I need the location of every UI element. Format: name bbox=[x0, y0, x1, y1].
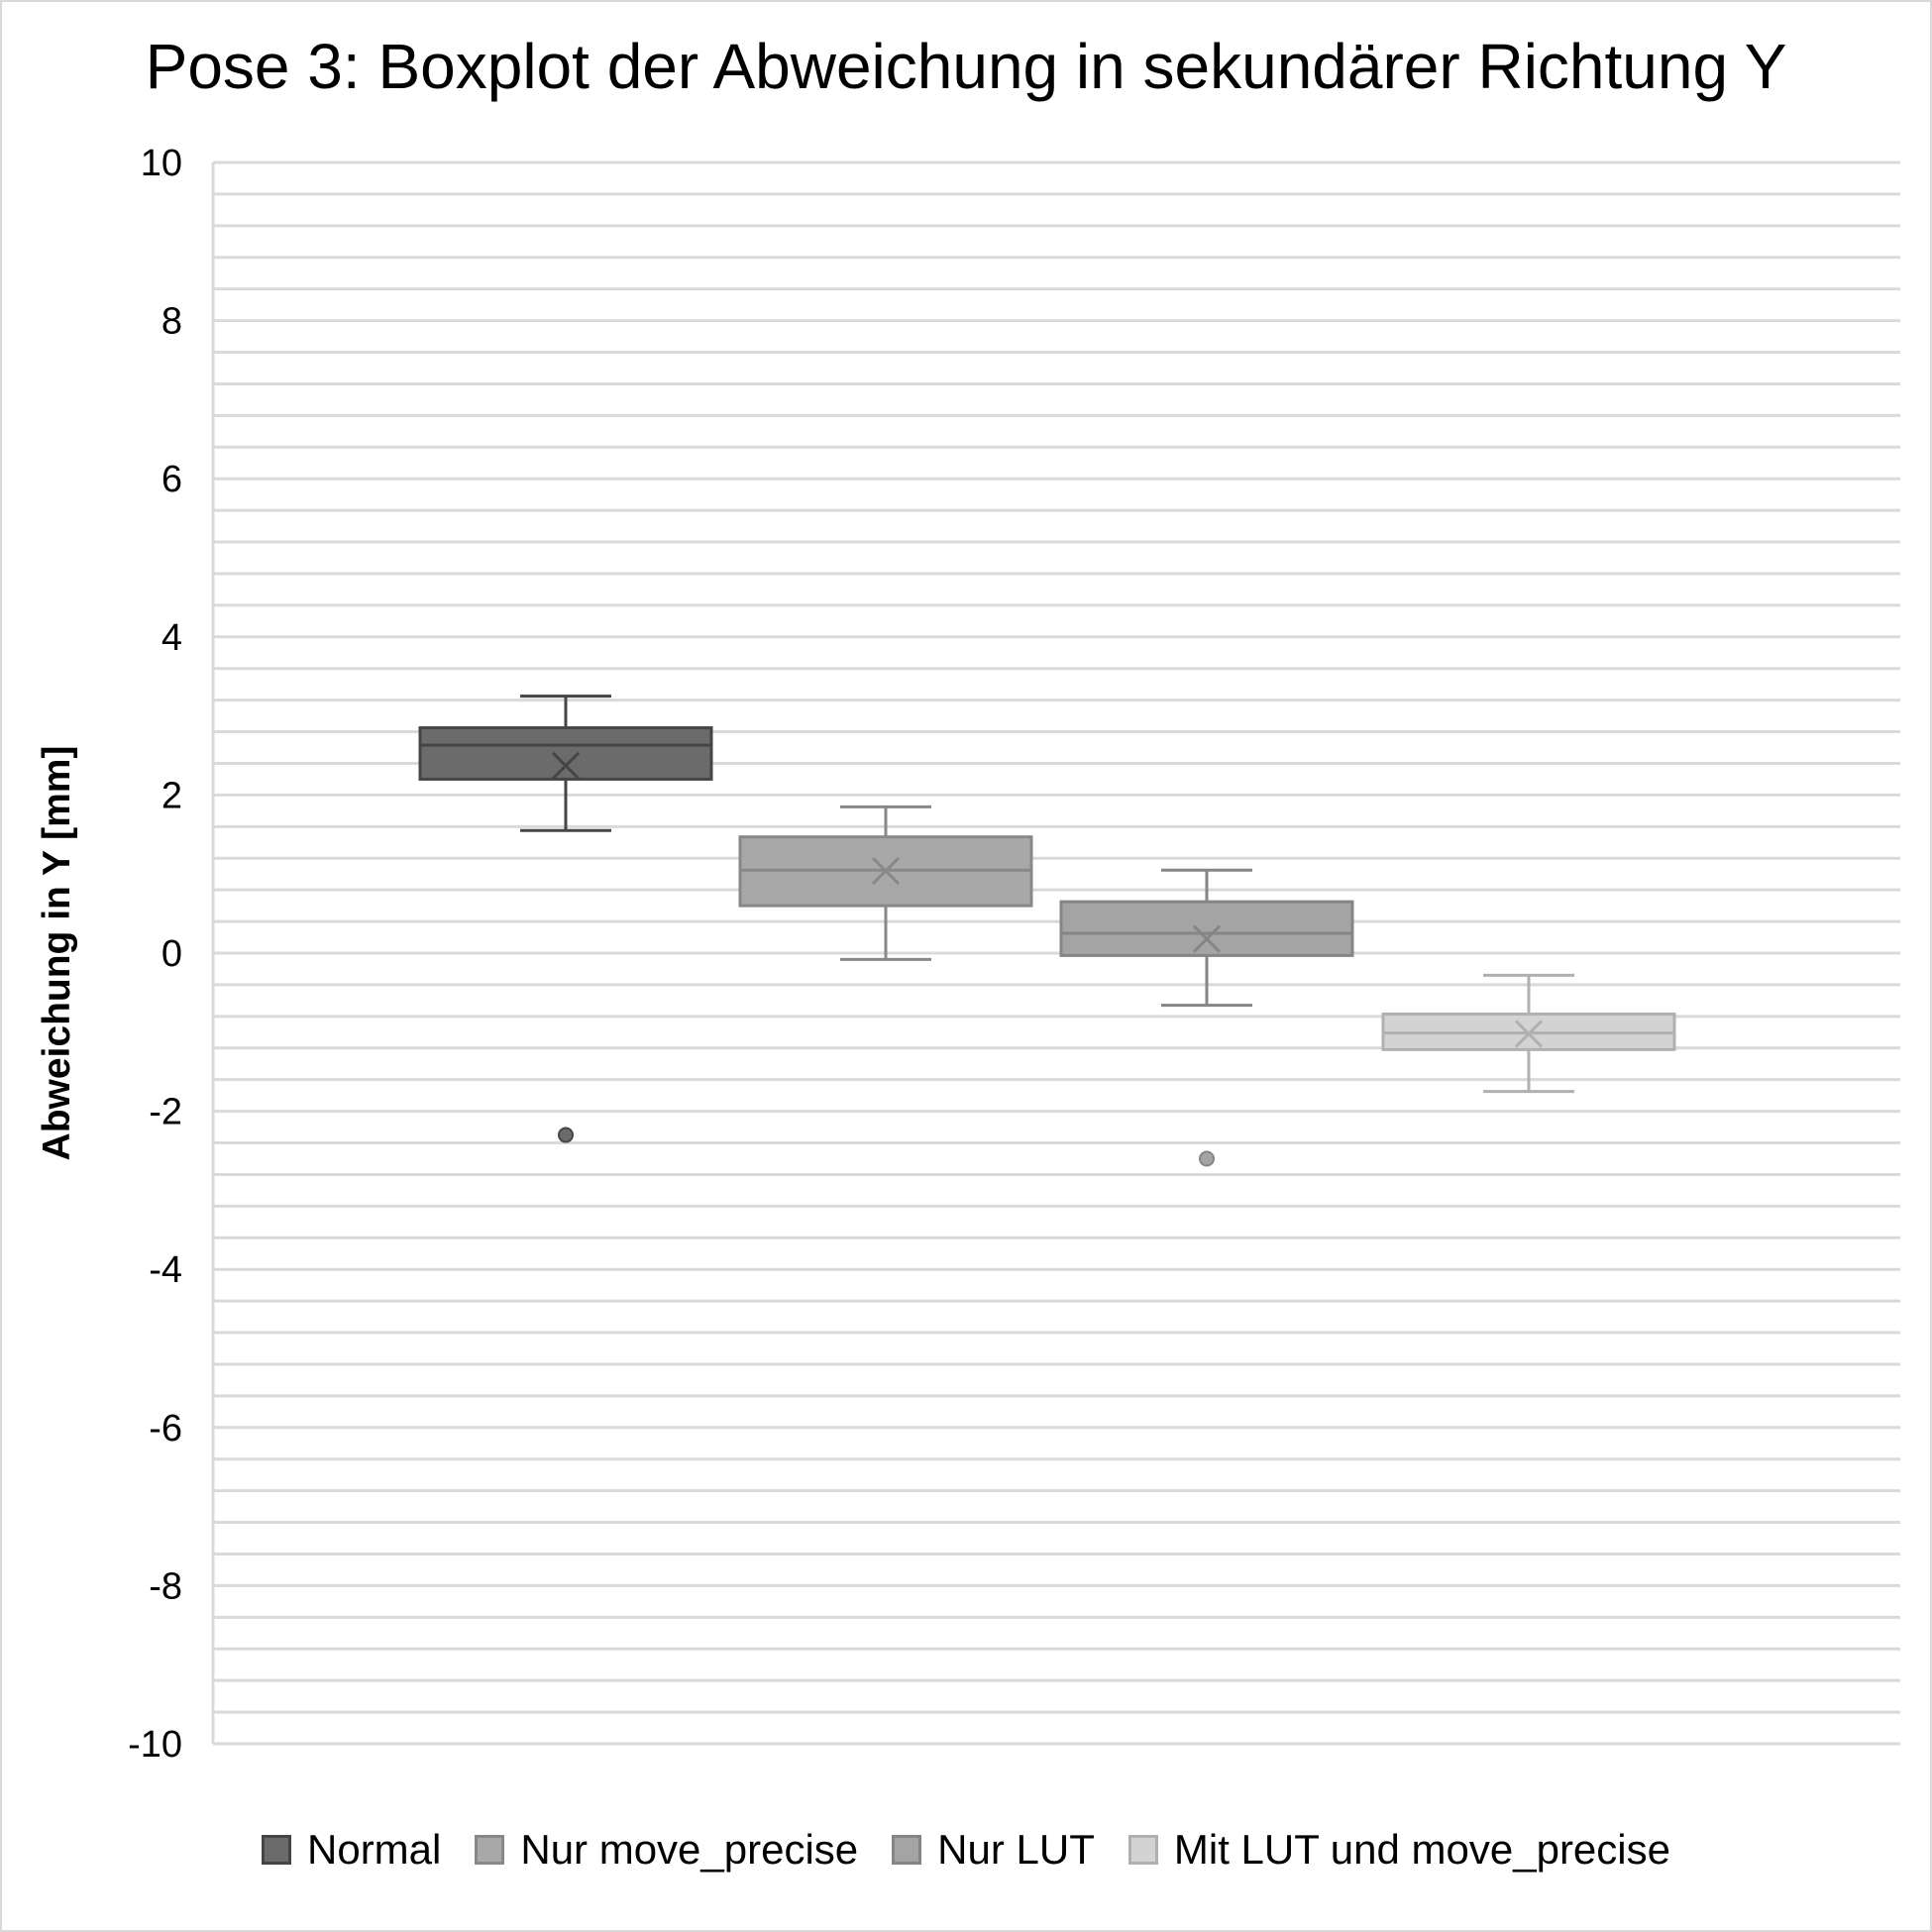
legend-swatch bbox=[262, 1835, 291, 1865]
legend-item: Mit LUT und move_precise bbox=[1127, 1826, 1670, 1874]
box bbox=[418, 726, 713, 781]
mean-marker bbox=[1192, 924, 1222, 953]
box bbox=[1059, 900, 1354, 957]
legend-item: Nur move_precise bbox=[475, 1826, 858, 1874]
mean-marker bbox=[871, 856, 901, 886]
y-tick-label: 4 bbox=[161, 617, 182, 659]
legend: Normal Nur move_precise Nur LUT Mit LUT und… bbox=[0, 1826, 1932, 1874]
y-tick-label: 10 bbox=[141, 143, 182, 184]
legend-label: Nur move_precise bbox=[520, 1826, 859, 1873]
y-tick-label: -6 bbox=[149, 1408, 182, 1449]
legend-swatch bbox=[892, 1835, 922, 1865]
legend-item: Normal bbox=[262, 1826, 441, 1874]
mean-marker bbox=[1514, 1020, 1544, 1048]
legend-label: Mit LUT und move_precise bbox=[1173, 1826, 1670, 1873]
y-tick-label: 0 bbox=[161, 933, 182, 975]
chart-title: Pose 3: Boxplot der Abweichung in sekund… bbox=[145, 31, 1787, 102]
y-tick-label: 8 bbox=[161, 301, 182, 343]
y-tick-label: -2 bbox=[149, 1092, 182, 1133]
legend-swatch bbox=[475, 1835, 505, 1865]
legend-swatch bbox=[1127, 1835, 1158, 1865]
outlier-point bbox=[558, 1127, 574, 1143]
legend-label: Normal bbox=[307, 1826, 442, 1873]
y-tick-label: 2 bbox=[161, 775, 182, 816]
y-tick-label: -8 bbox=[149, 1565, 182, 1607]
legend-item: Nur LUT bbox=[892, 1826, 1095, 1874]
y-tick-label: -4 bbox=[149, 1249, 182, 1291]
mean-marker bbox=[551, 751, 581, 780]
y-tick-label: 6 bbox=[161, 459, 182, 500]
outlier-point bbox=[1199, 1150, 1215, 1167]
y-tick-label: -10 bbox=[128, 1724, 182, 1766]
legend-label: Nur LUT bbox=[937, 1826, 1095, 1873]
